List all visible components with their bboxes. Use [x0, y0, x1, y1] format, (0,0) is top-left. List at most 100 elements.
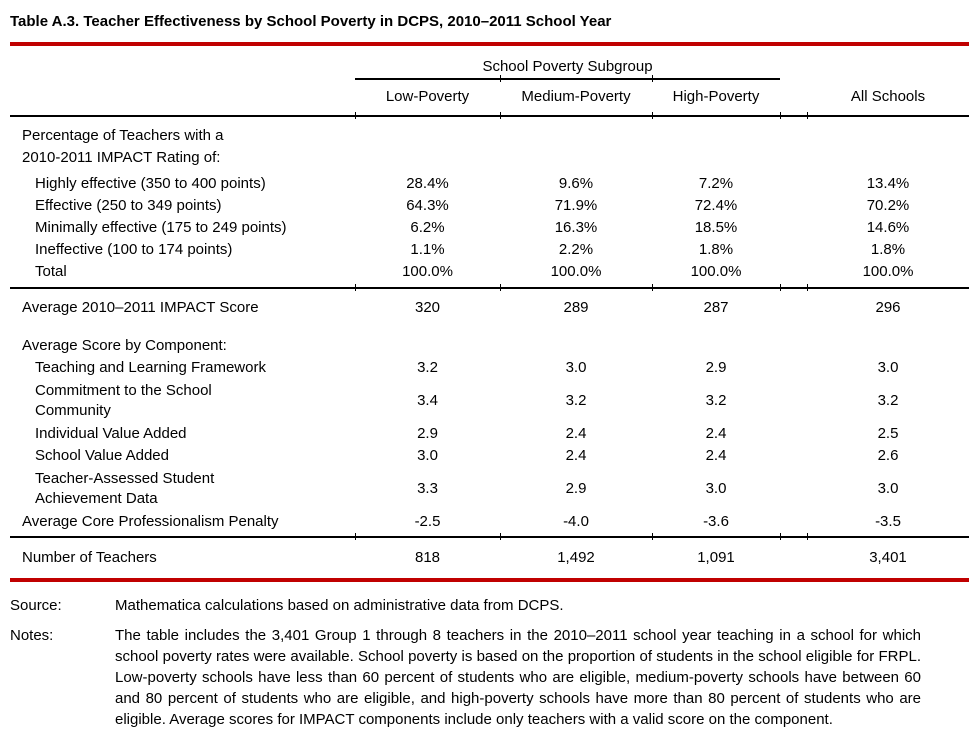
value-cell: 100.0% [862, 263, 914, 280]
value-cell: 1.8% [870, 241, 906, 258]
value-cell: 3.2 [877, 392, 899, 409]
value-cell: 2.4 [705, 447, 727, 464]
row-label-line2: Community [35, 402, 111, 419]
value-cell: -3.5 [875, 513, 901, 530]
table-row-individual-value-added: Individual Value Added 2.9 2.4 2.4 2.5 [10, 423, 969, 445]
col-header-all-schools: All Schools [850, 88, 926, 105]
spanner-rule [355, 75, 780, 82]
value-cell: -2.5 [414, 513, 441, 530]
value-cell: 3.0 [565, 359, 587, 376]
rule-tick [355, 533, 356, 540]
row-label: Minimally effective (175 to 249 points) [35, 219, 287, 236]
table-row-teacher-assessed-student-achievement: Teacher-Assessed Student Achievement Dat… [10, 467, 969, 511]
value-cell: 2.9 [417, 425, 438, 442]
rule-tick [780, 112, 781, 119]
section-rule [10, 533, 969, 540]
value-cell: 13.4% [866, 175, 910, 192]
rule-tick [500, 75, 501, 82]
value-cell: 2.5 [877, 425, 899, 442]
value-cell: -4.0 [563, 513, 589, 530]
row-label-line1: Teacher-Assessed Student [35, 470, 215, 487]
value-cell: 320 [414, 299, 441, 316]
table-header-row: Low-Poverty Medium-Poverty High-Poverty … [10, 80, 969, 115]
rating-section-heading: Percentage of Teachers with a 2010-2011 … [10, 125, 969, 169]
rule-tick [780, 284, 781, 291]
value-cell: 3.0 [877, 359, 899, 376]
value-cell: 289 [563, 299, 589, 316]
row-label: Teaching and Learning Framework [35, 359, 266, 376]
value-cell: 2.6 [877, 447, 899, 464]
title-accent-rule [10, 42, 969, 46]
row-label: Effective (250 to 349 points) [35, 197, 222, 214]
rule-tick [500, 112, 501, 119]
value-cell: -3.6 [703, 513, 729, 530]
section-rule [10, 284, 969, 291]
row-label-line1: Commitment to the School [35, 382, 212, 399]
row-label-line2: Achievement Data [35, 490, 158, 507]
col-header-low-poverty: Low-Poverty [385, 88, 470, 105]
source-label: Source: [10, 597, 62, 614]
value-cell: 100.0% [402, 263, 453, 280]
value-cell: 64.3% [406, 197, 449, 214]
table-row-total: Total 100.0% 100.0% 100.0% 100.0% [10, 261, 969, 283]
value-cell: 3,401 [869, 549, 907, 566]
row-label: Ineffective (100 to 174 points) [35, 241, 233, 258]
rule-tick [652, 284, 653, 291]
value-cell: 3.3 [417, 480, 438, 497]
value-cell: 3.2 [565, 392, 587, 409]
rule-tick [355, 284, 356, 291]
value-cell: 1.8% [698, 241, 734, 258]
table-row-commitment-school-community: Commitment to the School Community 3.4 3… [10, 379, 969, 423]
value-cell: 14.6% [866, 219, 910, 236]
report-page: Table A.3. Teacher Effectiveness by Scho… [10, 13, 969, 730]
table-row-school-value-added: School Value Added 3.0 2.4 2.4 2.6 [10, 445, 969, 467]
value-cell: 3.0 [705, 480, 727, 497]
row-label: Commitment to the School Community [10, 379, 355, 423]
value-cell: 9.6% [558, 175, 594, 192]
value-cell: 296 [875, 299, 901, 316]
rule-tick [780, 533, 781, 540]
row-label: Total [35, 263, 67, 280]
table-row-minimally-effective: Minimally effective (175 to 249 points) … [10, 217, 969, 239]
value-cell: 287 [703, 299, 729, 316]
source-text: Mathematica calculations based on admini… [115, 597, 564, 614]
row-label: Teacher-Assessed Student Achievement Dat… [10, 467, 355, 511]
rule-tick [500, 533, 501, 540]
table-row-average-impact-score: Average 2010–2011 IMPACT Score 320 289 2… [10, 297, 969, 319]
rule-tick [807, 112, 808, 119]
row-label: Average Core Professionalism Penalty [22, 513, 279, 530]
value-cell: 2.2% [558, 241, 594, 258]
value-cell: 3.0 [877, 480, 899, 497]
value-cell: 72.4% [694, 197, 738, 214]
rule-tick [500, 284, 501, 291]
rating-heading-line1: Percentage of Teachers with a [22, 127, 224, 144]
row-label: Average 2010–2011 IMPACT Score [22, 299, 259, 316]
header-bottom-rule [10, 112, 969, 119]
value-cell: 2.9 [705, 359, 727, 376]
table-row-effective: Effective (250 to 349 points) 64.3% 71.9… [10, 195, 969, 217]
value-cell: 16.3% [554, 219, 598, 236]
notes-block: Notes: The table includes the 3,401 Grou… [10, 625, 969, 730]
value-cell: 3.4 [417, 392, 438, 409]
table-row-ineffective: Ineffective (100 to 174 points) 1.1% 2.2… [10, 239, 969, 261]
value-cell: 2.9 [565, 480, 587, 497]
table-title: Table A.3. Teacher Effectiveness by Scho… [10, 13, 612, 30]
rating-section: Percentage of Teachers with a 2010-2011 … [10, 117, 969, 283]
value-cell: 3.0 [417, 447, 438, 464]
value-cell: 3.2 [417, 359, 438, 376]
notes-text: The table includes the 3,401 Group 1 thr… [115, 627, 921, 728]
table-bottom-rule [10, 578, 969, 582]
rating-heading-line2: 2010-2011 IMPACT Rating of: [22, 149, 221, 166]
value-cell: 7.2% [698, 175, 734, 192]
value-cell: 70.2% [866, 197, 910, 214]
table-row-highly-effective: Highly effective (350 to 400 points) 28.… [10, 173, 969, 195]
table-row-teaching-learning-framework: Teaching and Learning Framework 3.2 3.0 … [10, 357, 969, 379]
source-block: Source: Mathematica calculations based o… [10, 595, 969, 616]
value-cell: 18.5% [694, 219, 738, 236]
value-cell: 71.9% [554, 197, 598, 214]
col-header-high-poverty: High-Poverty [672, 88, 760, 105]
value-cell: 28.4% [406, 175, 449, 192]
value-cell: 100.0% [690, 263, 742, 280]
value-cell: 2.4 [565, 425, 587, 442]
value-cell: 1,492 [557, 549, 595, 566]
